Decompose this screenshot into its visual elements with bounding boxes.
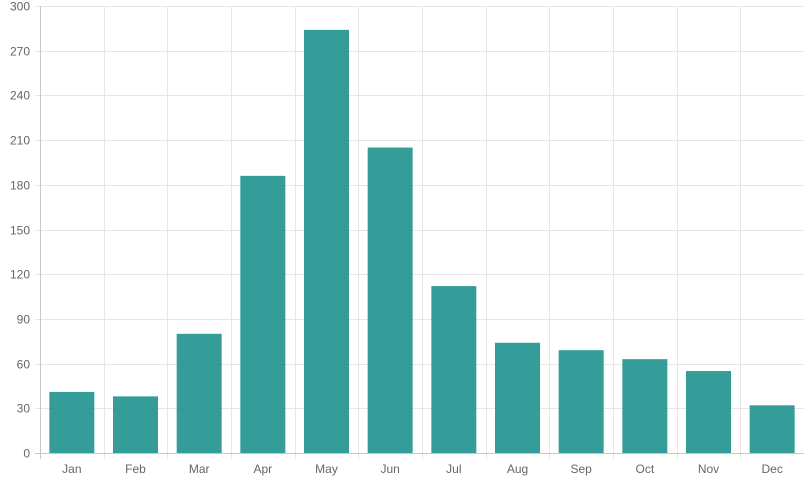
axes (35, 6, 804, 459)
x-tick-label: Jul (446, 462, 461, 476)
bar-aug[interactable] (495, 342, 540, 453)
y-tick-label: 270 (10, 45, 30, 59)
y-tick-label: 60 (17, 358, 31, 372)
y-tick-label: 30 (17, 402, 31, 416)
y-tick-label: 240 (10, 89, 30, 103)
y-tick-label: 150 (10, 224, 30, 238)
x-tick-label: Apr (253, 462, 272, 476)
bar-jun[interactable] (367, 147, 413, 454)
bar-may[interactable] (304, 29, 349, 454)
y-tick-label: 90 (17, 313, 31, 327)
bars (49, 29, 795, 454)
bar-oct[interactable] (622, 359, 668, 453)
bar-nov[interactable] (686, 371, 731, 453)
x-tick-label: Feb (125, 462, 146, 476)
y-tick-label: 120 (10, 268, 30, 282)
bar-mar[interactable] (176, 333, 222, 453)
x-tick-label: Nov (698, 462, 719, 476)
x-tick-label: Dec (761, 462, 782, 476)
x-tick-label: Oct (635, 462, 654, 476)
x-tick-label: Jun (380, 462, 399, 476)
x-tick-label: Aug (507, 462, 528, 476)
y-tick-label: 210 (10, 134, 30, 148)
y-tick-label: 0 (23, 447, 30, 461)
bar-feb[interactable] (113, 396, 158, 453)
bar-jan[interactable] (49, 391, 95, 453)
bar-dec[interactable] (749, 405, 795, 453)
x-tick-label: May (315, 462, 338, 476)
tick-labels: 0 30 60 90 120 150 180 210 240 270 300 Jan Feb Mar Apr… (10, 0, 783, 476)
bar-apr[interactable] (240, 175, 286, 454)
x-tick-label: Mar (189, 462, 210, 476)
y-tick-label: 300 (10, 0, 30, 14)
x-tick-label: Sep (570, 462, 592, 476)
x-tick-label: Jan (62, 462, 81, 476)
bar-sep[interactable] (558, 350, 604, 453)
y-tick-label: 180 (10, 179, 30, 193)
bar-jul[interactable] (431, 286, 477, 453)
